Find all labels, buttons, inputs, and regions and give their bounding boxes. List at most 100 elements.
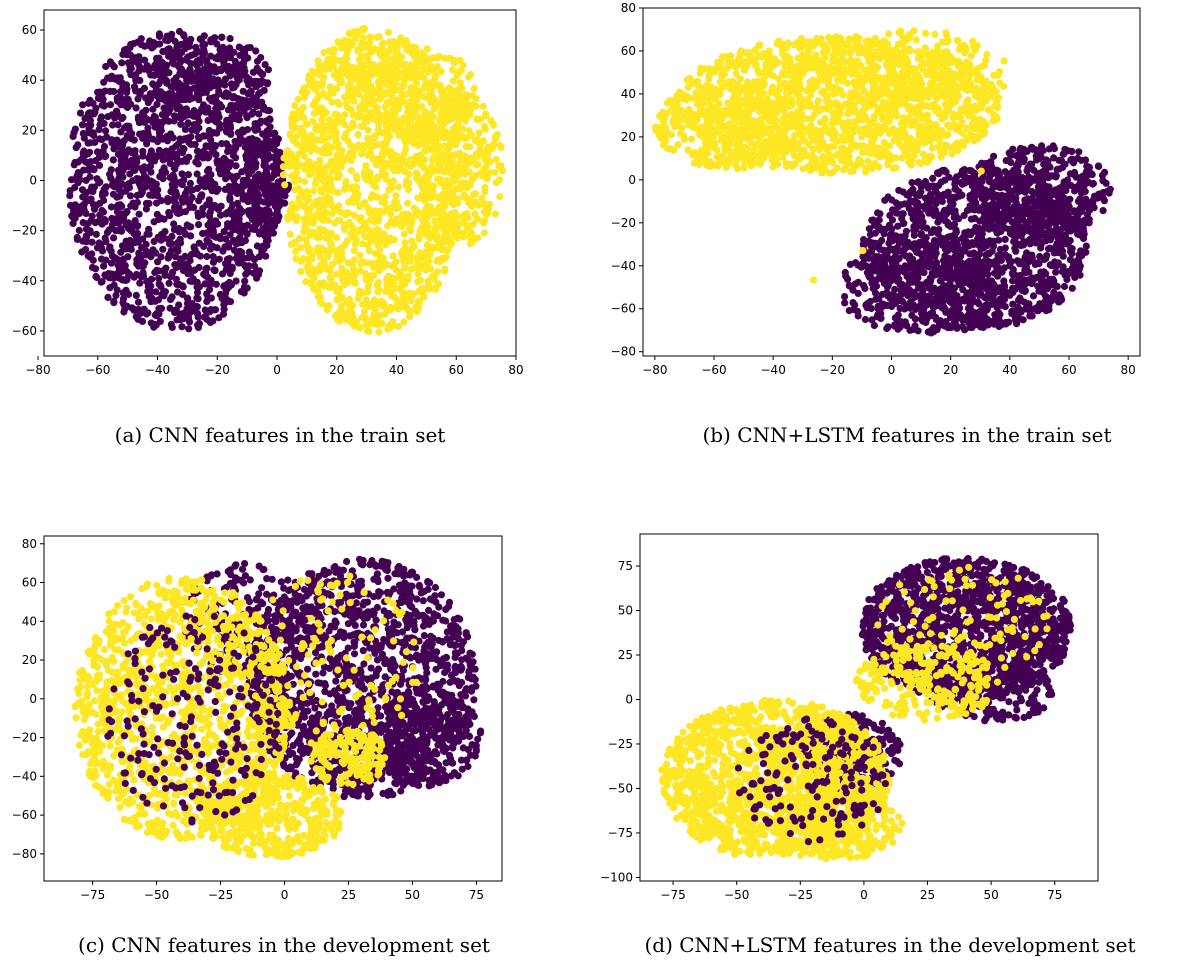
- scatter-point: [294, 95, 302, 103]
- axes-frame-a: [43, 9, 517, 357]
- scatter-point: [321, 163, 330, 171]
- scatter-point: [234, 250, 242, 258]
- scatter-point: [375, 286, 383, 294]
- scatter-point: [383, 204, 391, 212]
- scatter-point: [118, 264, 126, 272]
- scatter-point: [421, 107, 429, 116]
- scatter-point: [394, 74, 403, 82]
- scatter-point: [226, 35, 234, 43]
- scatter-point: [79, 149, 87, 157]
- scatter-point: [224, 147, 232, 156]
- scatter-point: [134, 222, 142, 230]
- scatter-point: [950, 56, 958, 64]
- scatter-point: [324, 253, 332, 261]
- scatter-point: [192, 127, 200, 135]
- scatter-point: [387, 288, 395, 296]
- scatter-point: [371, 309, 379, 318]
- scatter-point: [430, 272, 438, 280]
- scatter-point: [331, 162, 339, 171]
- scatter-point: [299, 140, 307, 148]
- scatter-point: [340, 134, 348, 142]
- scatter-point: [419, 175, 427, 183]
- scatter-point: [159, 135, 167, 143]
- scatter-point: [159, 118, 167, 126]
- scatter-point: [327, 274, 335, 283]
- x-tick-label: −40: [145, 363, 170, 377]
- scatter-point: [292, 247, 300, 256]
- scatter-point: [430, 146, 438, 154]
- y-tick-label: −40: [12, 274, 37, 288]
- scatter-point: [223, 128, 231, 136]
- scatter-point: [154, 258, 162, 266]
- scatter-point: [139, 147, 147, 155]
- x-tick-label: 60: [449, 363, 464, 377]
- scatter-point: [315, 204, 323, 212]
- scatter-point: [168, 50, 176, 58]
- scatter-point: [240, 224, 248, 233]
- scatter-point: [187, 77, 196, 85]
- scatter-point: [209, 253, 217, 261]
- scatter-point: [197, 192, 205, 200]
- scatter-point: [421, 65, 429, 73]
- scatter-point: [194, 212, 202, 221]
- scatter-point: [178, 170, 186, 178]
- scatter-point: [247, 195, 255, 203]
- scatter-point: [948, 144, 956, 152]
- scatter-point: [123, 276, 131, 284]
- scatter-point: [410, 52, 418, 61]
- scatter-point: [203, 264, 211, 272]
- scatter-point: [204, 104, 212, 112]
- scatter-point: [186, 257, 194, 265]
- scatter-point: [492, 155, 500, 164]
- scatter-point: [469, 91, 477, 100]
- scatter-point: [243, 114, 251, 122]
- scatter-point: [169, 58, 177, 66]
- scatter-point: [363, 113, 371, 121]
- scatter-point: [226, 231, 234, 239]
- scatter-point: [201, 306, 209, 314]
- scatter-point: [112, 215, 120, 223]
- scatter-point: [288, 123, 296, 131]
- scatter-point: [168, 90, 176, 98]
- scatter-point: [369, 271, 377, 279]
- scatter-point: [341, 93, 349, 101]
- scatter-point: [825, 33, 833, 42]
- scatter-point: [367, 100, 375, 108]
- scatter-point: [469, 191, 478, 199]
- scatter-point: [374, 70, 383, 78]
- scatter-point: [324, 125, 332, 133]
- y-tick-label: 60: [22, 23, 37, 37]
- scatter-point: [90, 205, 99, 213]
- scatter-point: [438, 103, 446, 111]
- scatter-point: [165, 153, 173, 161]
- scatter-point: [454, 199, 462, 207]
- scatter-point: [236, 234, 244, 242]
- scatter-point: [319, 77, 327, 85]
- scatter-point: [123, 221, 131, 229]
- scatter-point: [321, 265, 330, 273]
- scatter-point: [155, 32, 164, 41]
- scatter-point: [331, 110, 339, 118]
- scatter-point: [420, 132, 428, 141]
- scatter-point: [195, 263, 203, 272]
- scatter-point: [157, 197, 165, 205]
- scatter-point: [242, 270, 250, 278]
- scatter-point: [471, 210, 479, 218]
- scatter-point: [135, 210, 143, 218]
- scatter-point: [261, 160, 269, 168]
- scatter-point: [362, 82, 370, 90]
- scatter-point: [181, 208, 189, 216]
- scatter-point: [185, 325, 193, 333]
- scatter-point: [860, 148, 868, 156]
- scatter-point: [388, 75, 396, 83]
- scatter-point: [454, 88, 462, 96]
- scatter-point: [429, 66, 437, 74]
- scatter-point: [230, 48, 238, 56]
- scatter-point: [119, 298, 127, 306]
- scatter-point: [225, 278, 233, 287]
- scatter-point: [211, 306, 219, 314]
- scatter-point: [255, 146, 263, 154]
- scatter-point: [218, 294, 226, 303]
- scatter-point: [152, 288, 160, 296]
- scatter-point: [165, 240, 174, 248]
